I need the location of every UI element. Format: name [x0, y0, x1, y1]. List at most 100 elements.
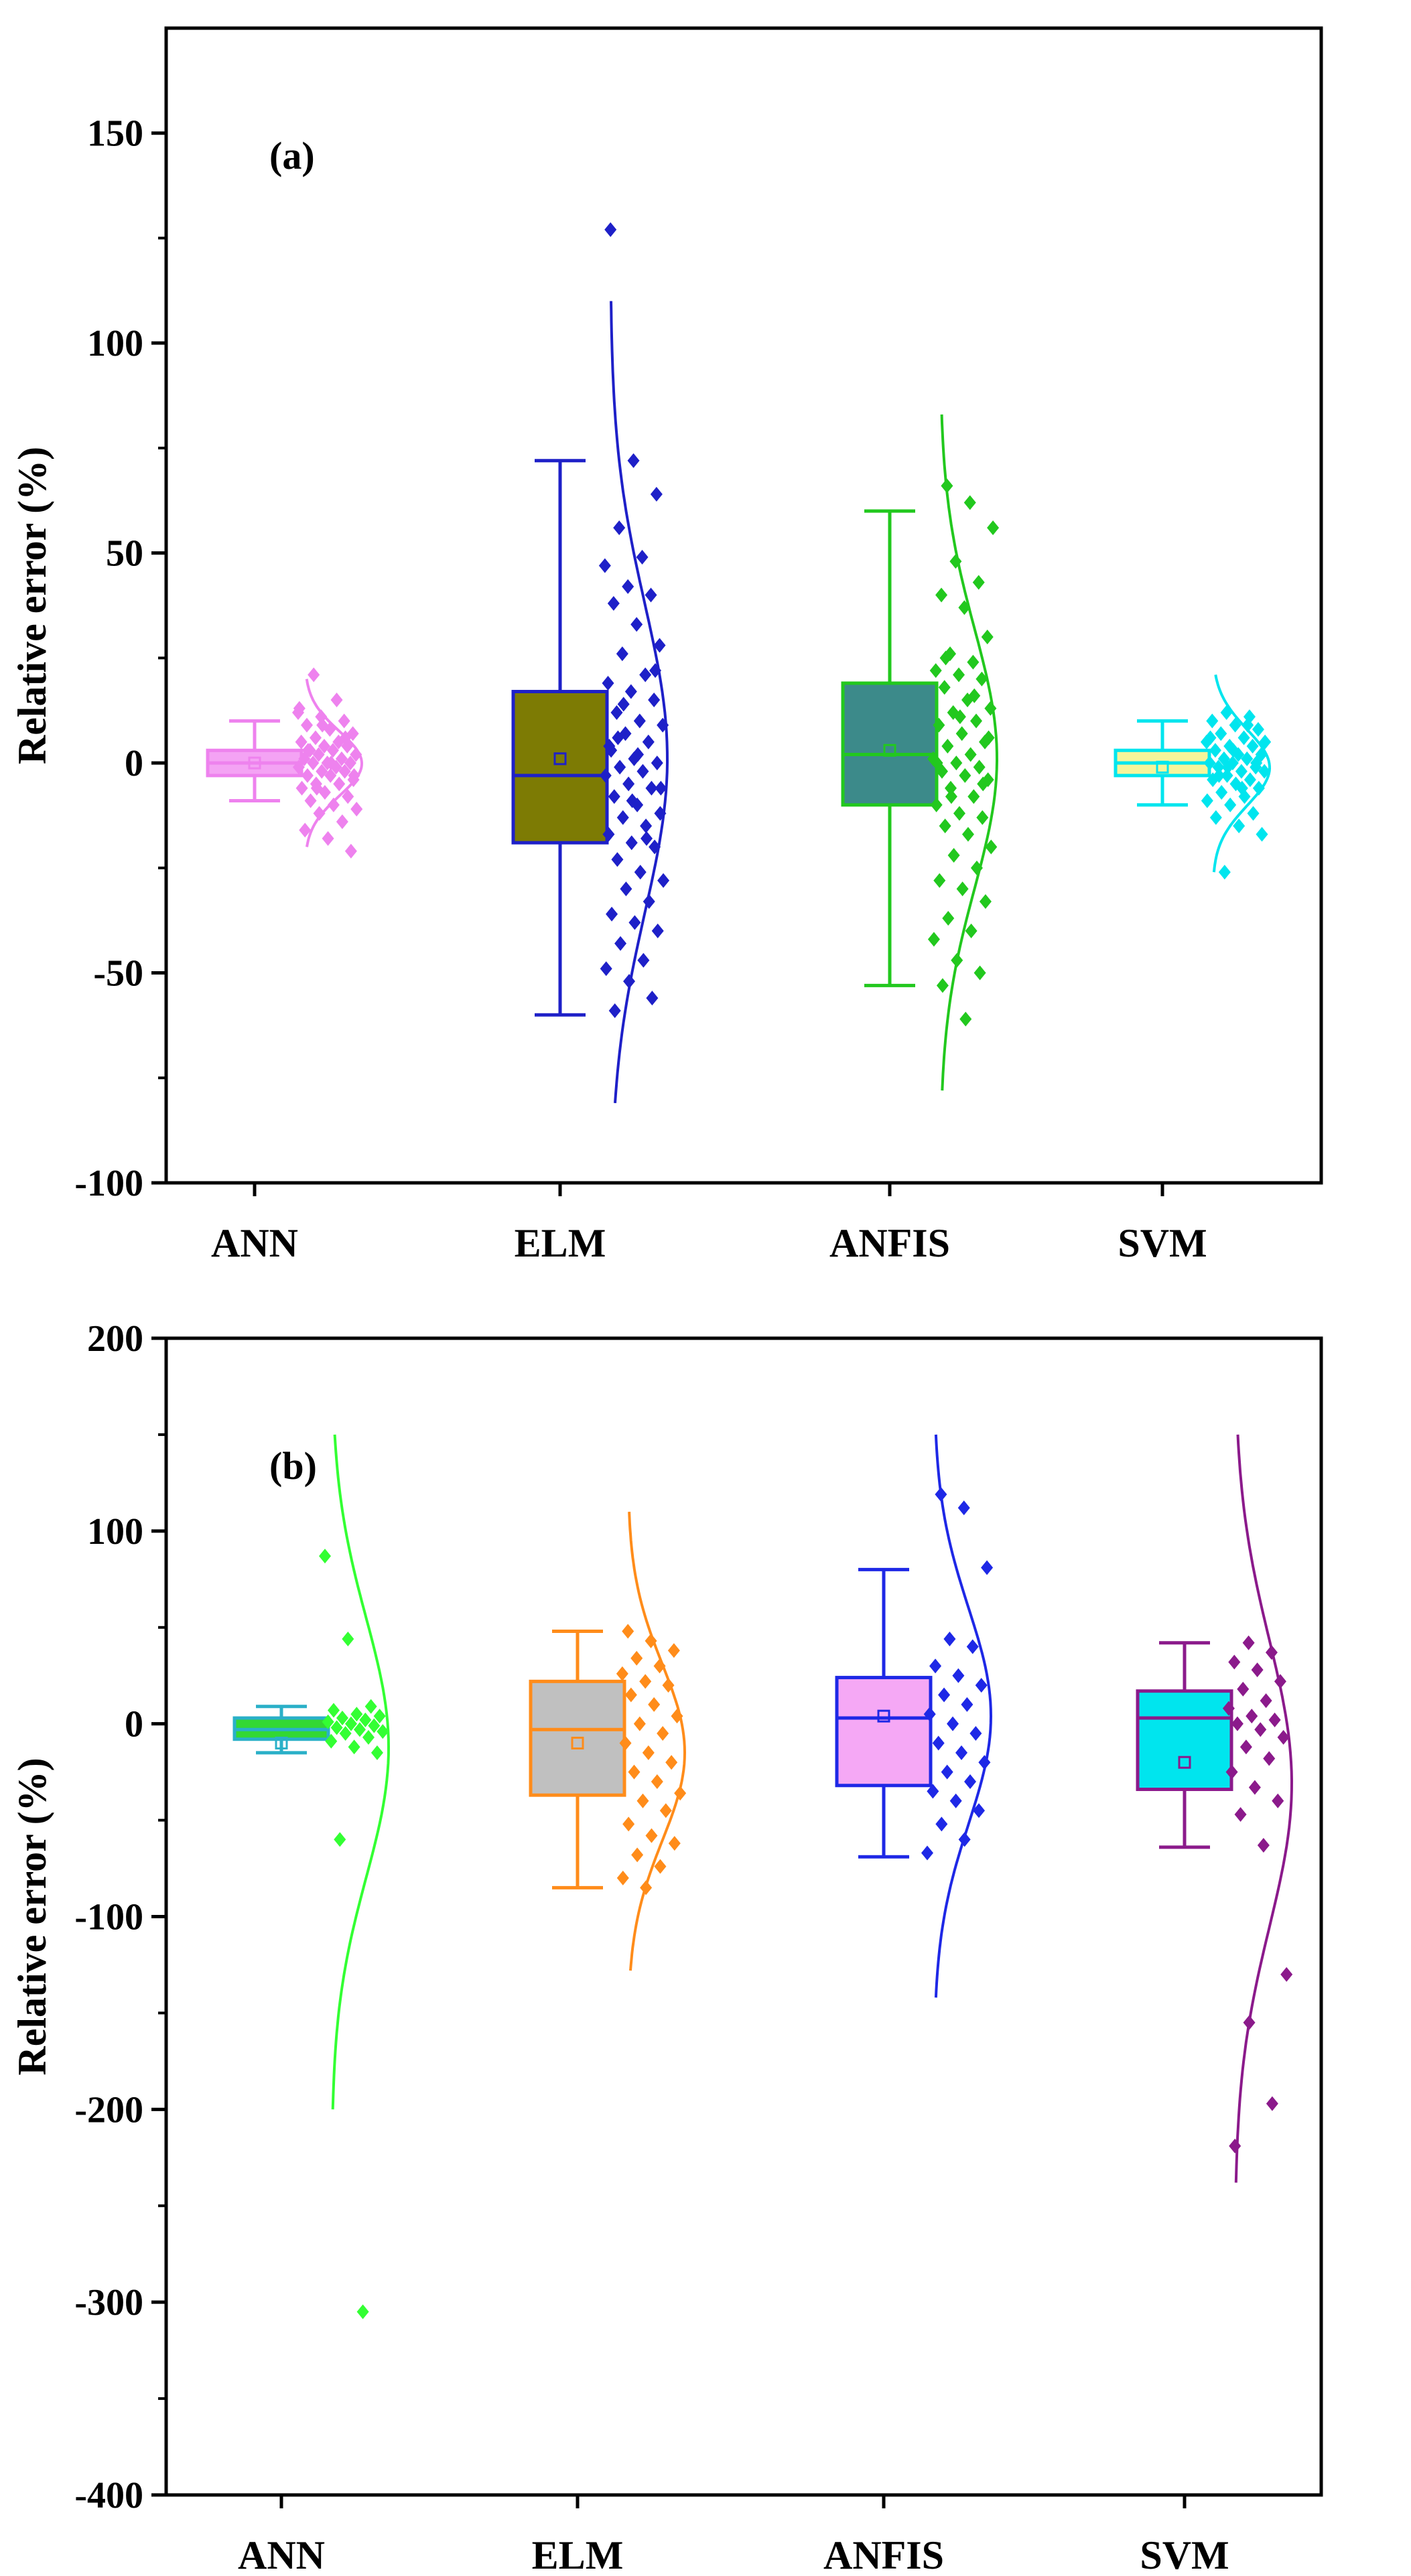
panel-b-data-point [639, 1674, 652, 1689]
panel-a-data-point [1212, 760, 1225, 775]
panel-a-data-point [1235, 764, 1248, 779]
panel-a-data-point [602, 675, 614, 691]
panel-b-data-point [1268, 1712, 1281, 1727]
panel-a-data-point [1204, 730, 1217, 745]
panel-b-data-point [359, 1712, 372, 1727]
panel-b-data-point [631, 1847, 644, 1863]
panel-a-data-point [1237, 730, 1250, 745]
panel-b-data-point [932, 1735, 945, 1751]
panel-a-data-point [304, 793, 317, 808]
panel-a-data-point [941, 739, 954, 754]
panel-b-data-point [630, 1650, 643, 1666]
panel-a-data-point [614, 760, 626, 775]
panel-a-data-point [292, 760, 305, 775]
panel-a-data-point [1250, 756, 1263, 771]
panel-b-data-point [1257, 1838, 1270, 1853]
panel-a-data-point [1233, 818, 1246, 834]
panel-a-data-point [976, 671, 988, 687]
panel-a-data-point [645, 587, 657, 603]
panel-a-data-point [987, 520, 1000, 536]
panel-a-data-point [1213, 768, 1225, 783]
panel-a-data-point [341, 739, 354, 754]
panel-a-data-point [1224, 797, 1237, 812]
panel-a-data-point [607, 595, 620, 611]
panel-a-data-point [633, 713, 646, 729]
panel-b-data-point [667, 1643, 680, 1658]
panel-a-data-point [344, 756, 356, 771]
panel-b-data-point [633, 1716, 646, 1731]
panel-a-data-point [610, 705, 623, 720]
panel-a-data-point [344, 843, 357, 859]
panel-a: -100 -50 0 50 100 150 Relative error (%) (a) ANN… [10, 26, 1323, 1265]
panel-b-data-point [645, 1633, 657, 1648]
panel-a-data-point [936, 978, 949, 993]
panel-b-distribution-curve [331, 1434, 391, 2110]
panel-b-data-point [1239, 1739, 1252, 1755]
panel-a-data-point [325, 756, 338, 771]
panel-a-distribution-curve [1212, 674, 1272, 873]
panel-a-data-point [1256, 827, 1268, 842]
panel-a-data-point [338, 713, 350, 729]
panel-a-data-point [308, 667, 320, 683]
panel-a-data-point [636, 549, 649, 565]
panel-b-y-tick-label: 0 [125, 1704, 143, 1745]
panel-b-data-point [1231, 1716, 1244, 1731]
panel-b-data-point [353, 1722, 366, 1737]
panel-a-data-point [625, 835, 638, 851]
panel-a-data-point [939, 650, 952, 666]
panel-b-data-point [921, 1845, 933, 1861]
panel-a-data-point [1247, 806, 1260, 821]
panel-a-data-point [617, 697, 630, 712]
panel-a-data-point [326, 743, 339, 758]
panel-a-data-point [637, 952, 650, 968]
panel-a-data-point [622, 579, 634, 594]
panel-b-data-point [978, 1755, 991, 1770]
panel-a-data-point [608, 789, 620, 804]
panel-a-data-point [312, 747, 325, 762]
panel-a-category-label: SVM [1118, 1221, 1207, 1265]
panel-a-data-point [646, 991, 659, 1006]
panel-b-data-point [344, 1716, 357, 1731]
panel-b-data-point [1263, 1751, 1276, 1766]
panel-a-data-point [967, 654, 980, 670]
panel-a-mean-marker [883, 743, 896, 757]
panel-a-data-point [941, 478, 953, 494]
panel-a-data-point [953, 667, 965, 683]
panel-a-data-point [608, 1003, 621, 1018]
panel-a-data-point [654, 806, 667, 821]
panel-a-data-point [970, 860, 983, 875]
panel-a-data-point [973, 760, 986, 775]
panel-b-data-point [1280, 1966, 1293, 1982]
panel-b-data-point [624, 1687, 637, 1703]
panel-a-mean-marker [553, 752, 567, 766]
panel-b-data-point [935, 1816, 948, 1832]
panel-a-data-point [295, 734, 308, 749]
panel-a-data-point [972, 575, 985, 590]
panel-a-data-point [1258, 764, 1271, 779]
panel-a-data-point [309, 730, 322, 745]
panel-b-data-point [622, 1624, 634, 1639]
panel-a-data-point [929, 663, 942, 678]
panel-a-data-point [335, 751, 348, 766]
panel-b-data-point [1242, 1635, 1255, 1650]
panel-a-data-point [622, 776, 635, 792]
panel-b-mean-marker [1178, 1756, 1191, 1769]
panel-a-data-point [628, 915, 641, 930]
panel-a-data-point [953, 806, 965, 821]
panel-a-data-point [956, 881, 969, 897]
panel-a-data-point [640, 818, 653, 834]
panel-b-data-point [1274, 1674, 1286, 1689]
panel-a-data-point [1203, 756, 1216, 771]
panel-b-data-point [356, 2304, 369, 2319]
panel-a-data-point [299, 822, 312, 838]
panel-a-data-point [649, 839, 661, 855]
panel-b-series-svm: SVM [1136, 1434, 1294, 2576]
panel-a-mean-marker [248, 756, 261, 770]
panel-a-data-point [1221, 768, 1233, 783]
panel-a-data-point [636, 764, 649, 779]
panel-b-data-point [938, 1687, 951, 1703]
panel-a-data-point [630, 617, 643, 632]
panel-a-data-point [947, 848, 960, 863]
panel-a-data-point [938, 680, 951, 695]
panel-b-data-point [330, 1720, 343, 1735]
